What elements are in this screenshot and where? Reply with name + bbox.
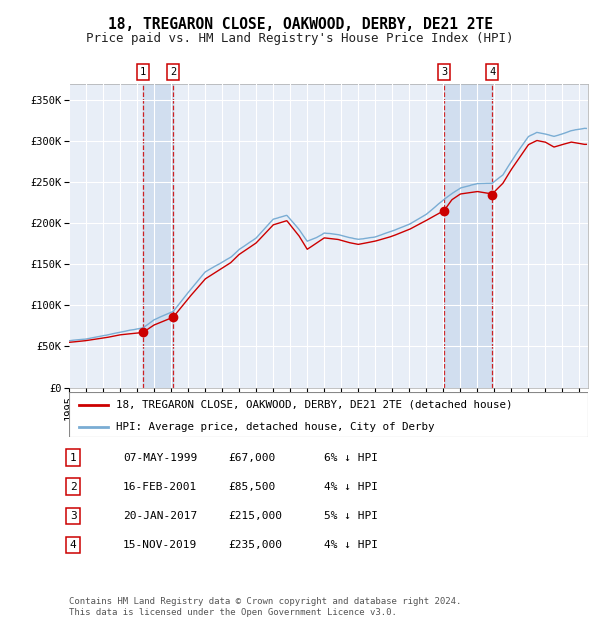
Text: £235,000: £235,000 bbox=[228, 540, 282, 550]
Text: 1: 1 bbox=[70, 453, 77, 463]
Text: 4% ↓ HPI: 4% ↓ HPI bbox=[324, 540, 378, 550]
Text: £215,000: £215,000 bbox=[228, 511, 282, 521]
Text: 4% ↓ HPI: 4% ↓ HPI bbox=[324, 482, 378, 492]
Text: 20-JAN-2017: 20-JAN-2017 bbox=[123, 511, 197, 521]
Text: Price paid vs. HM Land Registry's House Price Index (HPI): Price paid vs. HM Land Registry's House … bbox=[86, 32, 514, 45]
Text: £67,000: £67,000 bbox=[228, 453, 275, 463]
Text: 3: 3 bbox=[441, 67, 448, 77]
Text: Contains HM Land Registry data © Crown copyright and database right 2024.
This d: Contains HM Land Registry data © Crown c… bbox=[69, 598, 461, 617]
Text: HPI: Average price, detached house, City of Derby: HPI: Average price, detached house, City… bbox=[116, 422, 434, 432]
Text: 4: 4 bbox=[70, 540, 77, 550]
Text: 3: 3 bbox=[70, 511, 77, 521]
Text: 6% ↓ HPI: 6% ↓ HPI bbox=[324, 453, 378, 463]
Text: 5% ↓ HPI: 5% ↓ HPI bbox=[324, 511, 378, 521]
Text: 18, TREGARON CLOSE, OAKWOOD, DERBY, DE21 2TE (detached house): 18, TREGARON CLOSE, OAKWOOD, DERBY, DE21… bbox=[116, 400, 512, 410]
Text: 4: 4 bbox=[489, 67, 496, 77]
Text: 2: 2 bbox=[170, 67, 176, 77]
Bar bbox=[143, 84, 173, 388]
Text: 07-MAY-1999: 07-MAY-1999 bbox=[123, 453, 197, 463]
Text: 15-NOV-2019: 15-NOV-2019 bbox=[123, 540, 197, 550]
Text: 16-FEB-2001: 16-FEB-2001 bbox=[123, 482, 197, 492]
Text: 18, TREGARON CLOSE, OAKWOOD, DERBY, DE21 2TE: 18, TREGARON CLOSE, OAKWOOD, DERBY, DE21… bbox=[107, 17, 493, 32]
Text: 2: 2 bbox=[70, 482, 77, 492]
Text: £85,500: £85,500 bbox=[228, 482, 275, 492]
Text: 1: 1 bbox=[140, 67, 146, 77]
Bar bbox=[444, 84, 492, 388]
